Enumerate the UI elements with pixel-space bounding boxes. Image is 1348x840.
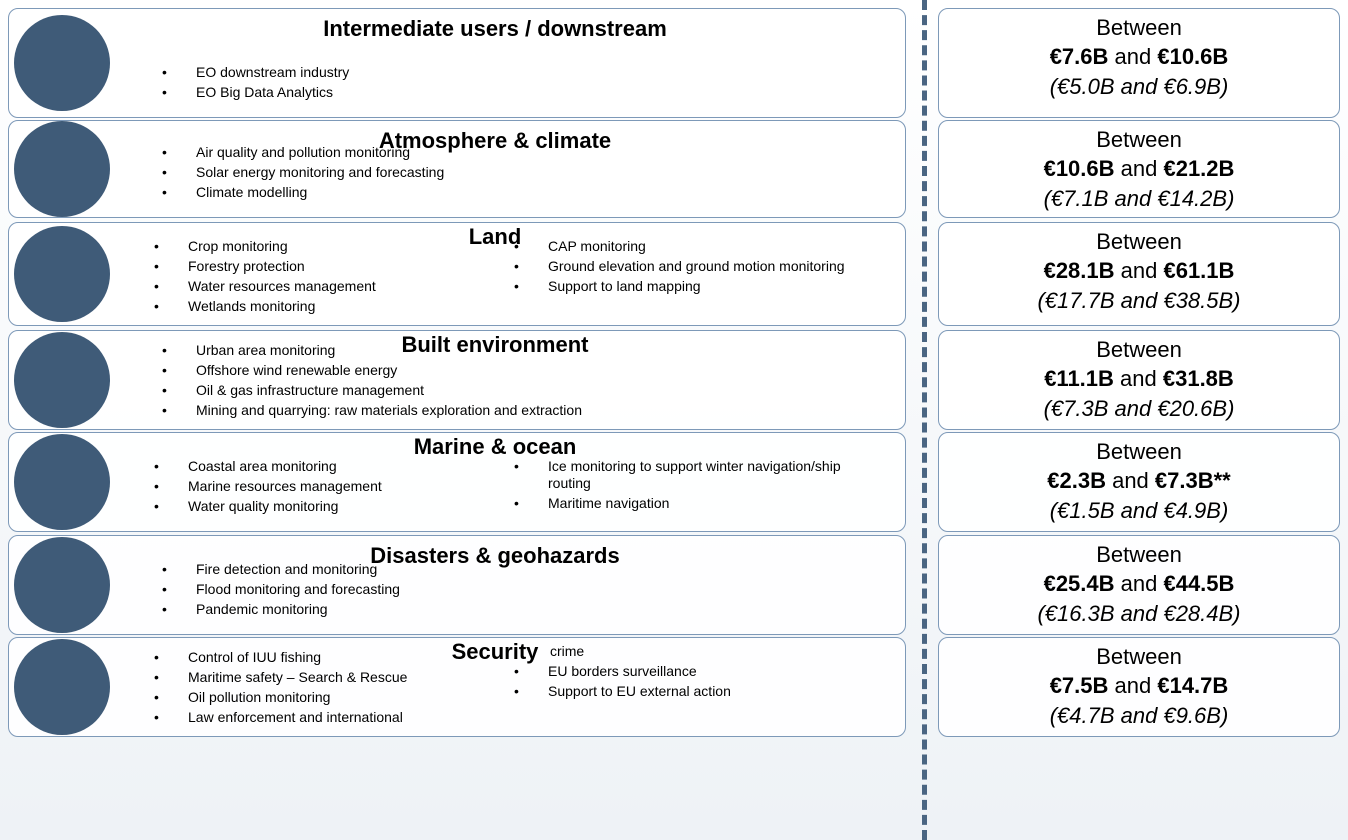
- between-label: Between: [1096, 15, 1182, 40]
- paren-range: (€5.0B and €6.9B): [1049, 74, 1229, 99]
- range-line: €28.1B and €61.1B: [939, 258, 1339, 284]
- category-icon: [14, 434, 110, 530]
- high-value: €61.1B: [1163, 258, 1235, 283]
- bullet-item: Maritime safety – Search & Rescue: [154, 669, 588, 686]
- bullet-item: Coastal area monitoring: [154, 458, 588, 475]
- low-value: €7.6B: [1049, 44, 1109, 69]
- bullet-item: Flood monitoring and forecasting: [162, 581, 596, 598]
- and-label: and: [1114, 156, 1164, 181]
- category-icon: [14, 537, 110, 633]
- bullet-item: Support to land mapping: [514, 278, 848, 295]
- value-panel: Between €28.1B and €61.1B (€17.7B and €38.…: [938, 222, 1340, 326]
- bullet-item: Marine resources management: [154, 478, 588, 495]
- low-value: €11.1B: [1044, 366, 1114, 391]
- category-icon: [14, 226, 110, 322]
- category-icon: [14, 639, 110, 735]
- value-panel: Between €10.6B and €21.2B (€7.1B and €14.2…: [938, 120, 1340, 218]
- high-value: €10.6B: [1157, 44, 1229, 69]
- range-line: €10.6B and €21.2B: [939, 156, 1339, 182]
- bullet-item: Oil & gas infrastructure management: [162, 382, 596, 399]
- bullet-item: Law enforcement and international: [154, 709, 588, 726]
- bullet-item: CAP monitoring: [514, 238, 848, 255]
- bullet-item: Urban area monitoring: [162, 342, 596, 359]
- bullet-item: EO downstream industry: [162, 64, 596, 81]
- bullet-continuation: crime: [550, 643, 585, 659]
- category-icon: [14, 121, 110, 217]
- value-panel: Between €7.6B and €10.6B (€5.0B and €6.9B): [938, 8, 1340, 118]
- section-title: Intermediate users / downstream: [323, 16, 667, 41]
- and-label: and: [1114, 258, 1164, 283]
- paren-range: (€1.5B and €4.9B): [1049, 498, 1229, 523]
- value-panel: Between €11.1B and €31.8B (€7.3B and €20.6…: [938, 330, 1340, 430]
- low-value: €2.3B: [1047, 468, 1106, 493]
- section-title: Marine & ocean: [413, 434, 577, 459]
- bullet-item: Solar energy monitoring and forecasting: [162, 164, 596, 181]
- between-label: Between: [1096, 337, 1182, 362]
- and-label: and: [1113, 366, 1163, 391]
- bullet-item: Fire detection and monitoring: [162, 561, 596, 578]
- bullet-item: Offshore wind renewable energy: [162, 362, 596, 379]
- bullet-item: Climate modelling: [162, 184, 596, 201]
- bullet-item: Maritime navigation: [514, 495, 848, 512]
- value-panel: Between €25.4B and €44.5B (€16.3B and €28.…: [938, 535, 1340, 635]
- between-label: Between: [1096, 644, 1182, 669]
- bullet-item: Ice monitoring to support winter navigat…: [514, 458, 848, 492]
- bullet-item: Water resources management: [154, 278, 588, 295]
- paren-range: (€7.1B and €14.2B): [1043, 186, 1235, 211]
- and-label: and: [1108, 44, 1158, 69]
- value-panel: Between €7.5B and €14.7B (€4.7B and €9.6B): [938, 637, 1340, 737]
- bullet-item: Crop monitoring: [154, 238, 588, 255]
- low-value: €10.6B: [1043, 156, 1115, 181]
- bullet-item: Mining and quarrying: raw materials expl…: [162, 402, 596, 419]
- range-line: €7.6B and €10.6B: [939, 44, 1339, 70]
- bullet-item: Air quality and pollution monitoring: [162, 144, 596, 161]
- and-label: and: [1114, 571, 1164, 596]
- bullet-item: Pandemic monitoring: [162, 601, 596, 618]
- paren-range: (€16.3B and €28.4B): [1037, 601, 1241, 626]
- category-icon: [14, 15, 110, 111]
- bullet-item: Support to EU external action: [514, 683, 848, 700]
- low-value: €7.5B: [1049, 673, 1109, 698]
- paren-range: (€17.7B and €38.5B): [1037, 288, 1241, 313]
- value-panel: Between €2.3B and €7.3B** (€1.5B and €4.9B…: [938, 432, 1340, 532]
- range-line: €2.3B and €7.3B**: [939, 468, 1339, 494]
- and-label: and: [1108, 673, 1158, 698]
- category-icon: [14, 332, 110, 428]
- and-label: and: [1105, 468, 1155, 493]
- high-value: €7.3B**: [1154, 468, 1231, 493]
- low-value: €25.4B: [1043, 571, 1115, 596]
- range-line: €11.1B and €31.8B: [939, 366, 1339, 392]
- bullet-item: Forestry protection: [154, 258, 588, 275]
- bullet-item: EU borders surveillance: [514, 663, 848, 680]
- range-line: €25.4B and €44.5B: [939, 571, 1339, 597]
- between-label: Between: [1096, 439, 1182, 464]
- low-value: €28.1B: [1043, 258, 1115, 283]
- high-value: €31.8B: [1162, 366, 1234, 391]
- bullet-item: Water quality monitoring: [154, 498, 588, 515]
- high-value: €14.7B: [1157, 673, 1229, 698]
- range-line: €7.5B and €14.7B: [939, 673, 1339, 699]
- separator: [922, 0, 927, 840]
- paren-range: (€7.3B and €20.6B): [1043, 396, 1235, 421]
- high-value: €21.2B: [1163, 156, 1235, 181]
- bullet-item: Wetlands monitoring: [154, 298, 588, 315]
- bullet-item: Ground elevation and ground motion monit…: [514, 258, 848, 275]
- between-label: Between: [1096, 229, 1182, 254]
- bullet-item: Oil pollution monitoring: [154, 689, 588, 706]
- bullet-item: Control of IUU fishing: [154, 649, 588, 666]
- paren-range: (€4.7B and €9.6B): [1049, 703, 1229, 728]
- between-label: Between: [1096, 542, 1182, 567]
- bullet-item: EO Big Data Analytics: [162, 84, 596, 101]
- high-value: €44.5B: [1163, 571, 1235, 596]
- between-label: Between: [1096, 127, 1182, 152]
